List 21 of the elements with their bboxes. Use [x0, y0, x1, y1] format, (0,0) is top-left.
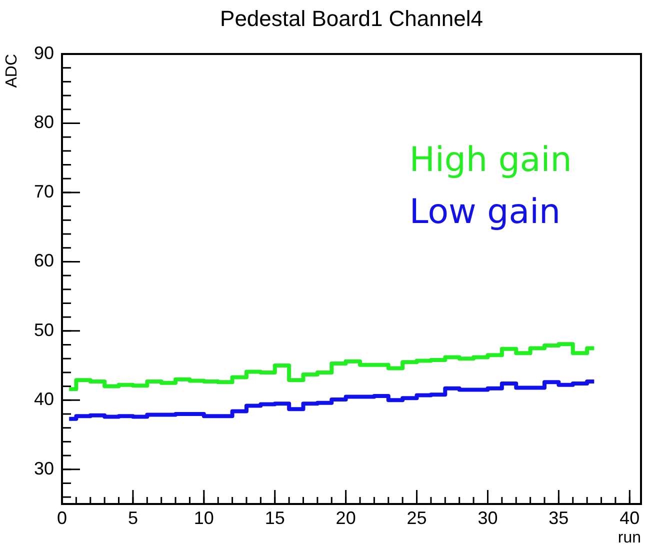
- x-tick-label: 5: [128, 508, 138, 528]
- x-tick-label: 15: [264, 508, 285, 528]
- y-tick-label: 80: [34, 112, 54, 132]
- x-tick-label: 25: [406, 508, 427, 528]
- x-tick-label: 30: [478, 508, 498, 528]
- text: Low gain: [409, 192, 561, 232]
- x-tick-label: 40: [620, 508, 640, 528]
- y-tick-label: 30: [34, 458, 54, 478]
- y-tick-label: 50: [34, 320, 54, 340]
- y-tick-label: 40: [34, 389, 54, 410]
- x-tick-label: 0: [56, 508, 68, 528]
- y-axis-title: ADC: [3, 54, 20, 88]
- x-axis-title: run: [618, 529, 641, 545]
- x-tick-label: 10: [194, 508, 214, 528]
- y-tick-label: 70: [34, 181, 54, 202]
- y-tick-label: 90: [34, 42, 54, 63]
- x-tick-label: 20: [336, 508, 356, 528]
- text: High gain: [409, 140, 572, 180]
- x-tick-label: 35: [548, 508, 569, 528]
- chart-title: Pedestal Board1 Channel4: [220, 6, 483, 32]
- y-tick-label: 60: [34, 250, 54, 271]
